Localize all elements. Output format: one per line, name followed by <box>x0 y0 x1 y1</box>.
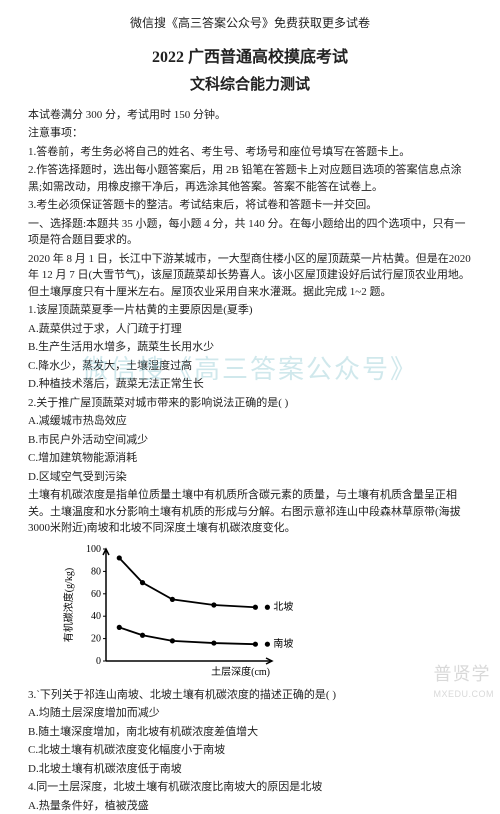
svg-text:80: 80 <box>91 566 101 577</box>
intro-score: 本试卷满分 300 分，考试用时 150 分钟。 <box>28 107 472 124</box>
q3-opt-c: C.北坡土壤有机碳浓度变化幅度小于南坡 <box>28 742 472 759</box>
chart-svg: 0 20 40 60 80 100 有机碳浓度(g/kg) 土层深度(cm) 北坡南坡 <box>58 543 318 683</box>
corner-text-1: 普贤学 <box>434 664 491 684</box>
q2: 2.关于推广屋顶蔬菜对城市带来的影响说法正确的是( ) <box>28 395 472 412</box>
q3-opt-a: A.均随土层深度增加而减少 <box>28 705 472 722</box>
top-hint: 微信搜《高三答案公众号》免费获取更多试卷 <box>28 14 472 32</box>
q2-opt-d: D.区域空气受到污染 <box>28 469 472 486</box>
passage-1: 2020 年 8 月 1 日，长江中下游某城市，一大型商住楼小区的屋顶蔬菜一片枯… <box>28 251 472 301</box>
title-main: 2022 广西普通高校摸底考试 <box>28 46 472 70</box>
q2-opt-c: C.增加建筑物能源消耗 <box>28 450 472 467</box>
note-4: 一、选择题:本题共 35 小题，每小题 4 分，共 140 分。在每小题给出的四… <box>28 216 472 249</box>
q1-opt-d: D.种植技术落后，蔬菜无法正常生长 <box>28 376 472 393</box>
svg-text:100: 100 <box>86 544 101 555</box>
intro-notice: 注意事项： <box>28 125 472 142</box>
svg-text:20: 20 <box>91 633 101 644</box>
q3: 3.`下列关于祁连山南坡、北坡土壤有机碳浓度的描述正确的是( ) <box>28 687 472 704</box>
note-2: 2.作答选择题时，选出每小题答案后，用 2B 铅笔在答题卡上对应题目选项的答案信… <box>28 162 472 195</box>
svg-text:南坡: 南坡 <box>273 637 293 650</box>
svg-text:60: 60 <box>91 588 101 599</box>
q4-opt-a: A.热量条件好，植被茂盛 <box>28 798 472 814</box>
q2-opt-a: A.减缓城市热岛效应 <box>28 413 472 430</box>
svg-text:土层深度(cm): 土层深度(cm) <box>211 665 270 678</box>
note-3: 3.考生必须保证答题卡的整洁。考试结束后，将试卷和答题卡一并交回。 <box>28 197 472 214</box>
svg-text:北坡: 北坡 <box>273 600 293 613</box>
q3-opt-b: B.随土壤深度增加，南北坡有机碳浓度差值增大 <box>28 724 472 741</box>
svg-text:0: 0 <box>96 656 101 667</box>
passage-2: 土壤有机碳浓度是指单位质量土壤中有机质所含碳元素的质量，与土壤有机质含量呈正相关… <box>28 487 472 537</box>
watermark-corner: 普贤学 MXEDU.COM <box>434 661 495 702</box>
organic-carbon-chart: 0 20 40 60 80 100 有机碳浓度(g/kg) 土层深度(cm) 北坡南坡 <box>58 543 318 683</box>
q1-opt-a: A.蔬菜供过于求，人门疏于打理 <box>28 321 472 338</box>
q3-opt-d: D.北坡土壤有机碳浓度低于南坡 <box>28 761 472 778</box>
q2-opt-b: B.市民户外活动空间减少 <box>28 432 472 449</box>
note-1: 1.答卷前，考生务必将自己的姓名、考生号、考场号和座位号填写在答题卡上。 <box>28 144 472 161</box>
svg-text:有机碳浓度(g/kg): 有机碳浓度(g/kg) <box>62 567 75 641</box>
q1: 1.该屋顶蔬菜夏季一片枯黄的主要原因是(夏季) <box>28 302 472 319</box>
q4: 4.同一土层深度，北坡土壤有机碳浓度比南坡大的原因是北坡 <box>28 779 472 796</box>
q1-opt-b: B.生产生活用水增多，蔬菜生长用水少 <box>28 339 472 356</box>
title-sub: 文科综合能力测试 <box>28 74 472 97</box>
svg-text:40: 40 <box>91 611 101 622</box>
q1-opt-c: C.降水少，蒸发大，土壤湿度过高 <box>28 358 472 375</box>
corner-text-2: MXEDU.COM <box>434 688 495 702</box>
